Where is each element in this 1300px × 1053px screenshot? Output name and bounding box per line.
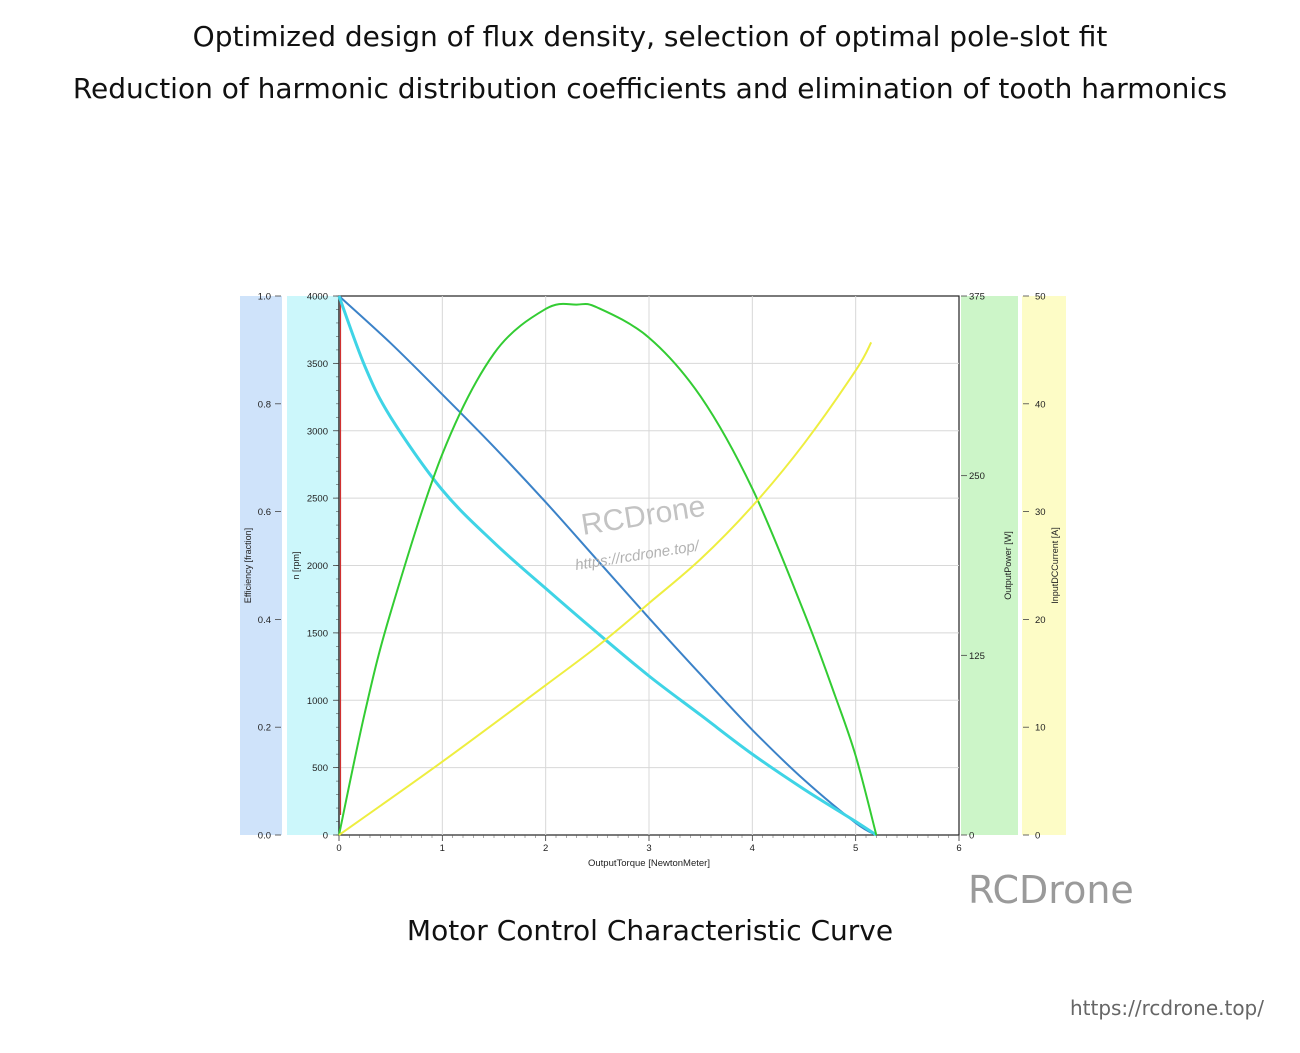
speed-tick-label: 2500: [307, 494, 328, 505]
power-axis-title: OutputPower [W]: [1003, 531, 1013, 600]
efficiency-tick-label: 0.8: [258, 399, 271, 410]
speed-series-line-1: [337, 295, 878, 837]
current-tick-label: 40: [1035, 399, 1046, 410]
power-tick-label: 375: [969, 292, 985, 303]
current-tick-label: 50: [1035, 292, 1046, 303]
x-tick-label: 6: [956, 843, 961, 854]
speed-tick-label: 1500: [307, 628, 328, 639]
power-tick-label: 125: [969, 651, 985, 662]
speed-tick-label: 0: [323, 831, 328, 842]
speed-tick-label: 2000: [307, 561, 328, 572]
power-axis-band: [961, 296, 1018, 835]
efficiency-tick-label: 0.6: [258, 507, 271, 518]
efficiency-tick-label: 0.4: [258, 615, 271, 626]
x-tick-label: 0: [336, 843, 341, 854]
efficiency-tick-label: 0.2: [258, 723, 271, 734]
speed-tick-label: 3000: [307, 426, 328, 437]
current-axis-title: InputDCCurrent [A]: [1050, 527, 1060, 604]
speed-series-line-0: [338, 295, 877, 836]
x-tick-label: 4: [750, 843, 755, 854]
corner-watermark-url: https://rcdrone.top/: [1069, 996, 1264, 1020]
x-tick-label: 2: [543, 843, 548, 854]
power-tick-label: 0: [969, 831, 974, 842]
x-tick-label: 5: [853, 843, 858, 854]
chart-caption: Motor Control Characteristic Curve: [406, 914, 894, 947]
efficiency-axis-band: [240, 296, 282, 835]
current-tick-label: 20: [1035, 615, 1046, 626]
efficiency-axis-title: Efficiency [fraction]: [243, 528, 253, 603]
efficiency-tick-label: 0.0: [258, 831, 271, 842]
current-tick-label: 0: [1035, 831, 1040, 842]
speed-tick-label: 500: [312, 763, 328, 774]
speed-tick-label: 1000: [307, 696, 328, 707]
speed-axis-band: [287, 296, 339, 835]
current-tick-label: 10: [1035, 723, 1046, 734]
power-series-line-2: [338, 302, 878, 836]
speed-tick-label: 4000: [307, 292, 328, 303]
speed-tick-label: 3500: [307, 359, 328, 370]
x-tick-label: 1: [440, 843, 445, 854]
current-axis-band: [1022, 296, 1066, 835]
power-tick-label: 250: [969, 471, 985, 482]
heading-line-2: Reduction of harmonic distribution coeff…: [72, 72, 1228, 105]
x-axis-title: OutputTorque [NewtonMeter]: [588, 858, 710, 869]
heading-line-1: Optimized design of flux density, select…: [192, 20, 1108, 53]
current-series-line-3: [338, 341, 873, 836]
corner-watermark-brand: RCDrone: [968, 868, 1134, 912]
efficiency-tick-label: 1.0: [258, 292, 271, 303]
x-tick-label: 3: [646, 843, 651, 854]
speed-axis-title: n [rpm]: [291, 551, 301, 579]
current-tick-label: 30: [1035, 507, 1046, 518]
